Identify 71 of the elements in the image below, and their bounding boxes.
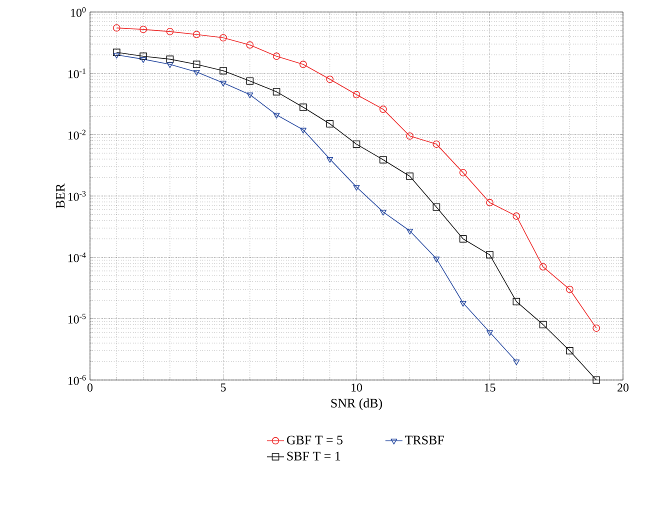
- point: [592, 376, 600, 384]
- point: [352, 90, 360, 98]
- point: [246, 41, 254, 49]
- point: [353, 184, 360, 191]
- point: [566, 286, 574, 294]
- point: [113, 52, 120, 59]
- x-tick-label: 15: [484, 384, 496, 392]
- point: [352, 140, 360, 148]
- point: [432, 140, 440, 148]
- point: [379, 156, 387, 164]
- point: [513, 360, 520, 366]
- y-tick-label: 10$^{-4}$: [68, 252, 86, 262]
- point: [300, 104, 307, 111]
- x-tick-label: 20: [618, 384, 629, 392]
- point: [246, 77, 254, 85]
- point: [486, 330, 493, 336]
- legend-label: GBF T = 5: [286, 436, 343, 444]
- legend-label: TRSBF: [405, 436, 444, 444]
- point: [512, 298, 520, 306]
- point: [300, 128, 306, 134]
- y-axis-title: BER: [56, 183, 65, 208]
- point: [380, 210, 386, 216]
- point: [220, 34, 227, 42]
- y-tick-label: 10$^{-5}$: [68, 314, 86, 324]
- point: [273, 112, 280, 119]
- point: [326, 120, 334, 128]
- y-tick-label: 10$^{0}$: [71, 7, 86, 17]
- y-tick-label: 10$^{-1}$: [68, 68, 86, 78]
- point: [406, 132, 414, 140]
- point: [539, 320, 547, 328]
- point: [486, 198, 494, 206]
- x-axis-title: SNR (dB): [331, 398, 382, 410]
- point: [112, 24, 120, 32]
- point: [220, 80, 226, 87]
- point: [166, 62, 174, 68]
- point: [192, 30, 200, 38]
- point: [326, 157, 334, 163]
- y-tick-label: 10$^{-2}$: [68, 130, 86, 140]
- point: [512, 212, 520, 220]
- point: [166, 56, 174, 63]
- point: [432, 203, 440, 211]
- point: [192, 60, 200, 68]
- x-tick-label: 0: [87, 384, 93, 392]
- x-tick-label: 10: [352, 384, 362, 392]
- point: [112, 48, 120, 56]
- point: [539, 263, 547, 271]
- point: [379, 106, 387, 113]
- point: [300, 60, 307, 68]
- point: [459, 168, 467, 176]
- point: [140, 52, 147, 60]
- point: [433, 256, 440, 262]
- point: [326, 76, 334, 83]
- legend-label: SBF T = 1: [287, 452, 340, 460]
- x-tick-label: 5: [220, 384, 226, 392]
- point: [272, 88, 280, 96]
- point: [486, 251, 494, 258]
- point: [140, 57, 147, 63]
- point: [140, 26, 147, 34]
- point: [166, 28, 174, 36]
- y-tick-label: 10$^{-6}$: [68, 375, 86, 385]
- point: [220, 67, 227, 74]
- point: [272, 52, 280, 60]
- point: [592, 324, 600, 332]
- point: [566, 347, 574, 354]
- point: [406, 228, 414, 235]
- point: [459, 235, 467, 243]
- point: [406, 172, 414, 180]
- point: [193, 70, 200, 76]
- y-tick-label: 10$^{-3}$: [68, 191, 86, 201]
- point: [460, 300, 466, 307]
- point: [246, 92, 254, 98]
